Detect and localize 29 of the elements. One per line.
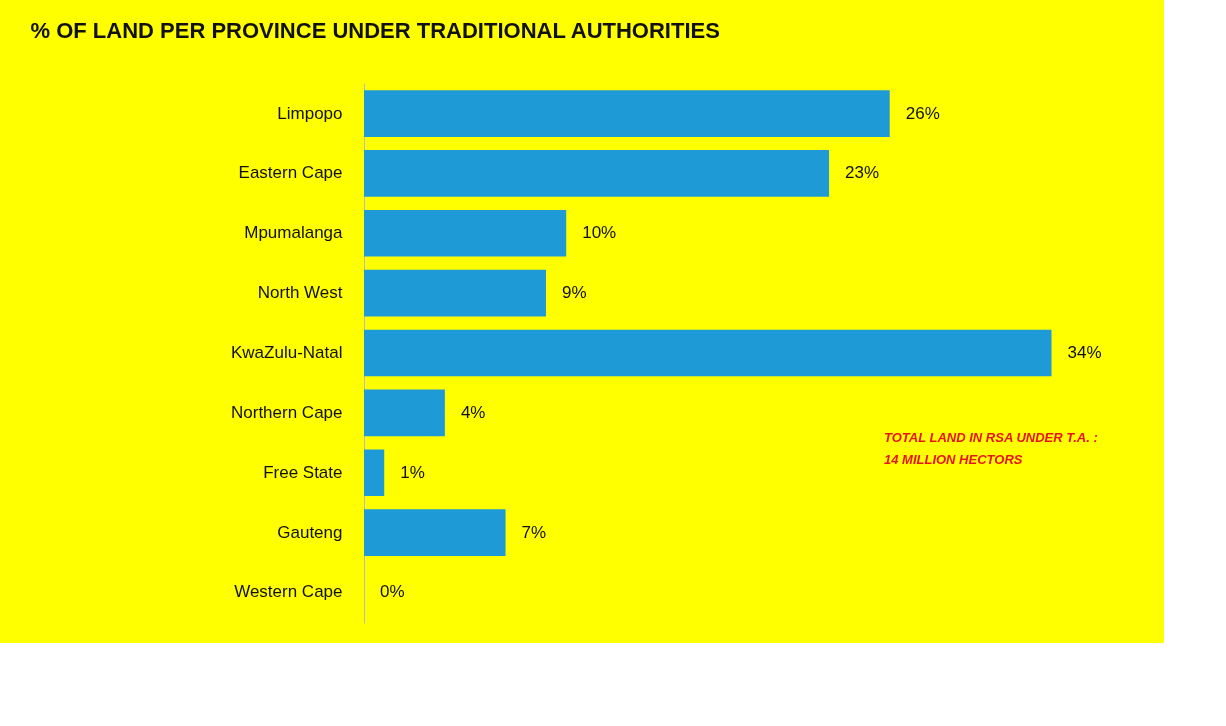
y-tick-label: Western Cape: [234, 582, 343, 602]
annotation: 14 MILLION HECTORS: [884, 452, 1023, 467]
data-label: 1%: [400, 462, 425, 482]
chart-title: % OF LAND PER PROVINCE UNDER TRADITIONAL AUTHORITIES: [30, 18, 720, 43]
data-label: 26%: [905, 103, 940, 123]
data-label: 10%: [582, 223, 617, 243]
bar: [364, 329, 1052, 377]
bar: [364, 150, 830, 197]
y-tick-label: Northern Cape: [230, 402, 343, 422]
y-tick-label: Mpumalanga: [244, 223, 344, 243]
y-tick-label: Free State: [263, 462, 343, 482]
annotation: TOTAL LAND IN RSA UNDER T.A. :: [884, 430, 1098, 445]
data-label: 7%: [521, 522, 547, 542]
bar: [364, 449, 385, 497]
data-label: 34%: [1067, 343, 1102, 362]
bar: [364, 389, 445, 437]
bar: [364, 90, 890, 137]
y-tick-label: North West: [257, 283, 343, 303]
bar: [364, 269, 546, 317]
data-label: 9%: [561, 283, 587, 303]
bar: [364, 209, 567, 257]
data-label: 0%: [380, 582, 405, 602]
bar: [364, 509, 506, 556]
y-tick-label: Gauteng: [277, 522, 343, 542]
y-tick-label: Eastern Cape: [238, 163, 343, 183]
data-label: 4%: [460, 402, 486, 422]
y-tick-label: KwaZulu-Natal: [231, 343, 343, 362]
y-tick-label: Limpopo: [277, 103, 343, 123]
data-label: 23%: [845, 163, 880, 183]
